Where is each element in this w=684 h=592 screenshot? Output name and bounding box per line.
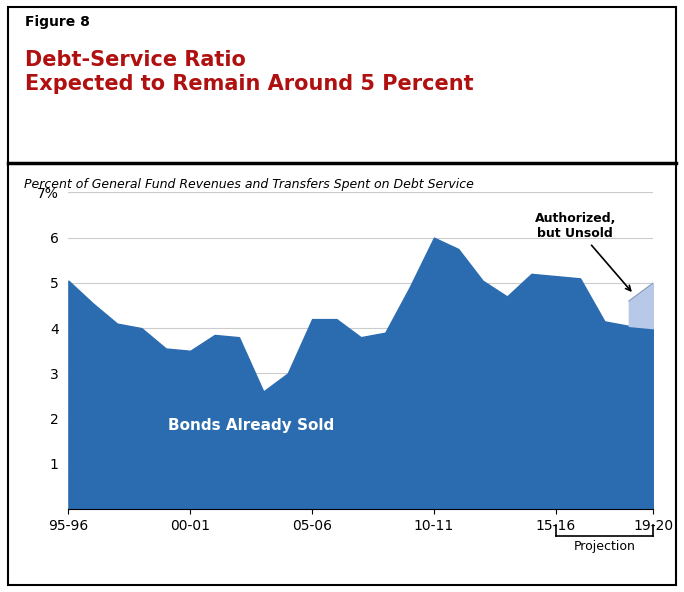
Text: Bonds Already Sold: Bonds Already Sold [168, 418, 334, 433]
Text: Projection: Projection [574, 540, 635, 554]
Text: Authorized,
but Unsold: Authorized, but Unsold [535, 213, 631, 291]
Text: Percent of General Fund Revenues and Transfers Spent on Debt Service: Percent of General Fund Revenues and Tra… [24, 178, 474, 191]
Text: Debt-Service Ratio
Expected to Remain Around 5 Percent: Debt-Service Ratio Expected to Remain Ar… [25, 50, 473, 94]
Text: Figure 8: Figure 8 [25, 15, 90, 29]
